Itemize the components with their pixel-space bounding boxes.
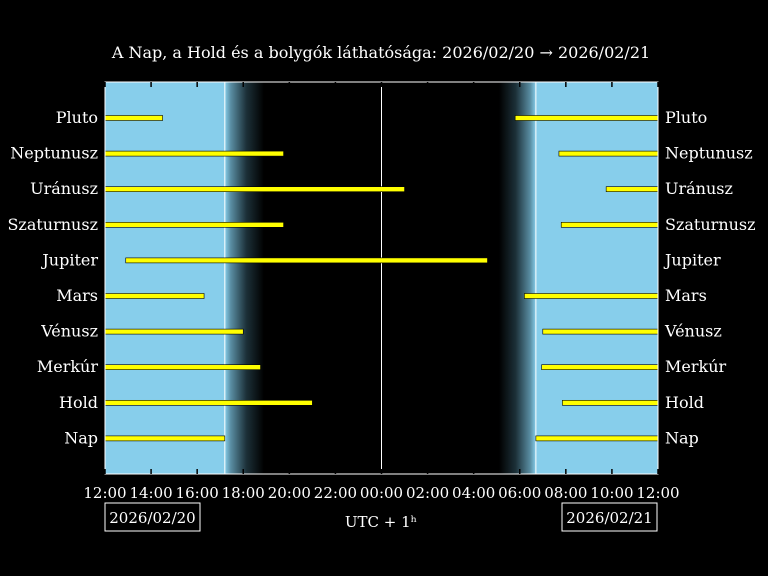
label-right-merkur: Merkúr: [665, 357, 727, 376]
x-tick-label: 22:00: [314, 484, 357, 502]
visibility-bar-mars: [104, 293, 205, 299]
label-right-szaturnusz: Szaturnusz: [665, 215, 756, 234]
x-tick-label: 08:00: [544, 484, 587, 502]
x-tick-label: 12:00: [636, 484, 679, 502]
label-left-szaturnusz: Szaturnusz: [7, 215, 98, 234]
label-right-mars: Mars: [665, 286, 707, 305]
label-left-neptunusz: Neptunusz: [10, 144, 98, 163]
label-left-nap: Nap: [64, 428, 98, 447]
daylight-left: [105, 82, 225, 474]
visibility-bar-szaturnusz: [560, 222, 659, 228]
visibility-bar-merkur: [541, 364, 659, 371]
label-left-pluto: Pluto: [56, 108, 98, 127]
dusk-twilight: [224, 82, 264, 474]
visibility-bar-neptunusz: [104, 150, 284, 157]
visibility-bar-jupiter: [125, 257, 488, 264]
visibility-bar-hold: [104, 399, 313, 406]
x-tick-label: 18:00: [222, 484, 265, 502]
x-tick-label: 00:00: [360, 484, 403, 502]
date-right: 2026/02/21: [566, 509, 652, 527]
x-tick-label: 20:00: [268, 484, 311, 502]
visibility-bar-szaturnusz: [104, 222, 284, 228]
daylight-right: [535, 82, 658, 474]
label-left-venusz: Vénusz: [40, 322, 98, 341]
x-tick-label: 06:00: [498, 484, 541, 502]
x-tick-label: 12:00: [83, 484, 126, 502]
visibility-bar-uranusz: [605, 186, 659, 192]
x-tick-label: 14:00: [129, 484, 172, 502]
plot-area: [104, 81, 659, 475]
date-left: 2026/02/20: [109, 509, 195, 527]
visibility-bar-pluto: [514, 115, 659, 121]
visibility-bar-nap: [104, 435, 226, 442]
dawn-twilight: [499, 82, 536, 474]
label-right-venusz: Vénusz: [664, 322, 722, 341]
label-left-uranusz: Uránusz: [30, 179, 98, 198]
label-right-pluto: Pluto: [665, 108, 707, 127]
visibility-bar-venusz: [104, 328, 244, 335]
label-right-jupiter: Jupiter: [663, 250, 721, 269]
label-right-nap: Nap: [665, 428, 699, 447]
x-tick-label: 02:00: [406, 484, 449, 502]
label-right-neptunusz: Neptunusz: [665, 144, 753, 163]
chart-title: A Nap, a Hold és a bolygók láthatósága: …: [111, 43, 650, 62]
x-tick-label: 04:00: [452, 484, 495, 502]
x-tick-label: 16:00: [176, 484, 219, 502]
label-right-uranusz: Uránusz: [665, 179, 733, 198]
visibility-bar-uranusz: [104, 186, 405, 192]
visibility-bar-hold: [562, 399, 659, 406]
date-box-right: 2026/02/21: [561, 502, 658, 532]
label-left-jupiter: Jupiter: [40, 250, 98, 269]
visibility-bar-neptunusz: [558, 150, 659, 157]
visibility-bar-nap: [535, 435, 659, 442]
visibility-bar-venusz: [542, 328, 659, 335]
visibility-bar-pluto: [104, 115, 163, 121]
visibility-bar-merkur: [104, 364, 261, 371]
body-labels-right: Pluto Neptunusz Uránusz Szaturnusz Jupiter Ma…: [663, 108, 756, 447]
label-left-mars: Mars: [56, 286, 98, 305]
label-left-hold: Hold: [59, 393, 98, 412]
label-right-hold: Hold: [665, 393, 704, 412]
visibility-bar-mars: [524, 293, 659, 299]
label-left-merkur: Merkúr: [37, 357, 99, 376]
date-box-left: 2026/02/20: [104, 502, 201, 532]
x-tick-label: 10:00: [590, 484, 633, 502]
body-labels-left: Pluto Neptunusz Uránusz Szaturnusz Jupiter Ma…: [7, 108, 98, 447]
x-axis-label: UTC + 1ʰ: [345, 513, 417, 531]
